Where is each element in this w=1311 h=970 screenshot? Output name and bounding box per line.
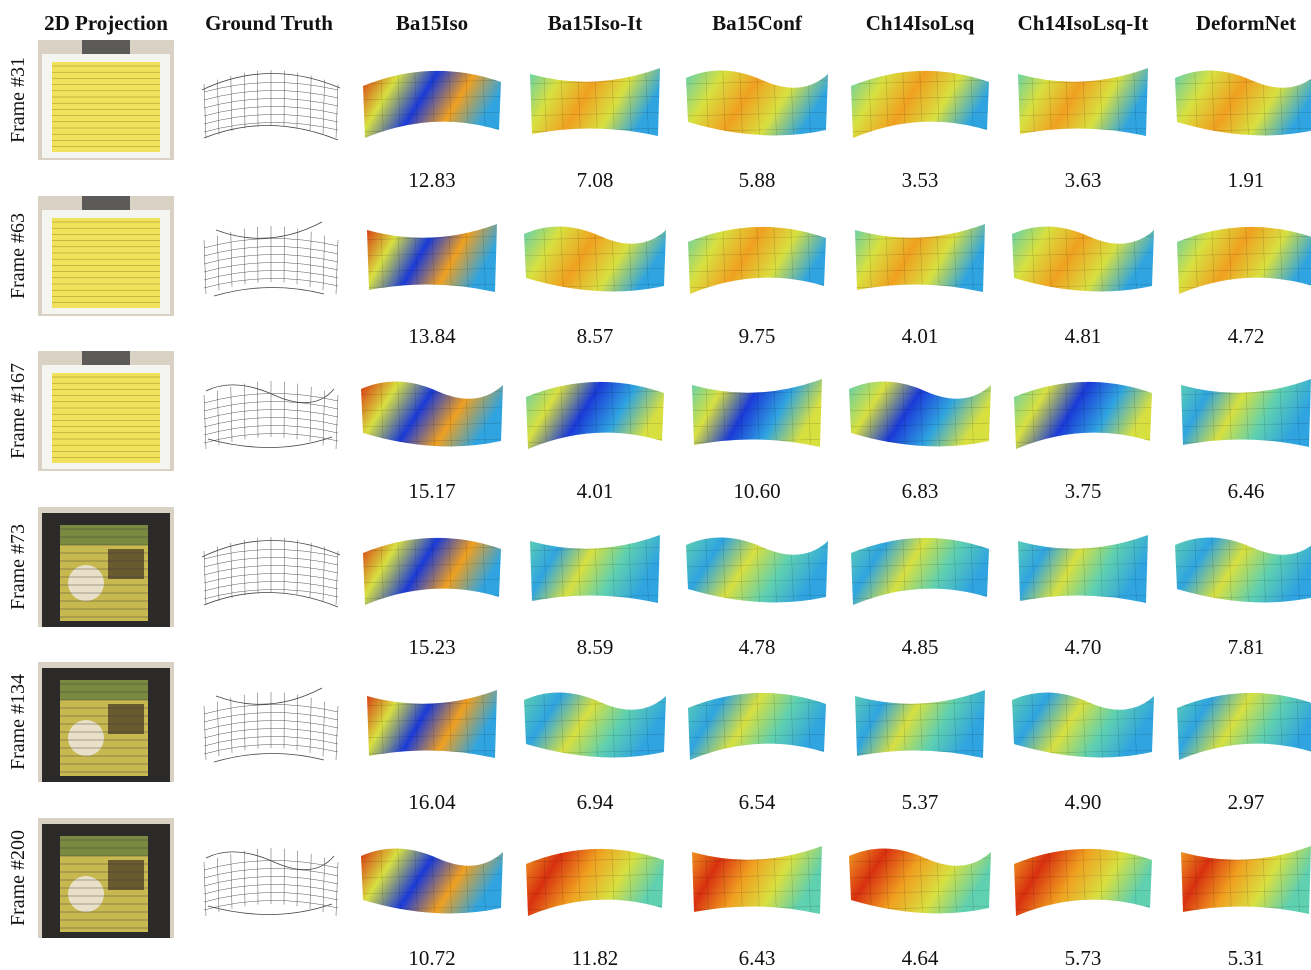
reconstruction-mesh bbox=[845, 830, 995, 926]
error-score: 7.08 bbox=[535, 168, 655, 192]
reconstruction-mesh bbox=[682, 674, 832, 770]
error-score: 3.63 bbox=[1023, 168, 1143, 192]
error-score: 13.84 bbox=[372, 324, 492, 348]
reconstruction-mesh bbox=[520, 52, 670, 148]
reconstruction-mesh bbox=[1171, 519, 1311, 615]
error-score: 12.83 bbox=[372, 168, 492, 192]
reconstruction-mesh bbox=[682, 52, 832, 148]
header-projection: 2D Projection bbox=[26, 8, 186, 38]
error-score: 6.83 bbox=[860, 479, 980, 503]
error-score: 3.53 bbox=[860, 168, 980, 192]
ground-truth-mesh bbox=[194, 832, 344, 928]
reconstruction-mesh bbox=[1008, 674, 1158, 770]
header-method: Ch14IsoLsq bbox=[840, 8, 1000, 38]
reconstruction-mesh bbox=[357, 519, 507, 615]
reconstruction-mesh bbox=[845, 674, 995, 770]
reconstruction-mesh bbox=[520, 519, 670, 615]
reconstruction-mesh bbox=[357, 363, 507, 459]
error-score: 6.54 bbox=[697, 790, 817, 814]
ground-truth-mesh bbox=[194, 54, 344, 150]
reconstruction-mesh bbox=[1171, 674, 1311, 770]
reconstruction-mesh bbox=[520, 830, 670, 926]
error-score: 4.72 bbox=[1186, 324, 1306, 348]
error-score: 15.23 bbox=[372, 635, 492, 659]
error-score: 16.04 bbox=[372, 790, 492, 814]
frame-label: Frame #31 bbox=[6, 40, 30, 160]
error-score: 9.75 bbox=[697, 324, 817, 348]
reconstruction-mesh bbox=[682, 208, 832, 304]
reconstruction-mesh bbox=[1171, 830, 1311, 926]
reconstruction-mesh bbox=[1008, 363, 1158, 459]
error-score: 4.85 bbox=[860, 635, 980, 659]
frame-label: Frame #134 bbox=[6, 662, 30, 782]
error-score: 4.01 bbox=[860, 324, 980, 348]
error-score: 5.88 bbox=[697, 168, 817, 192]
error-score: 7.81 bbox=[1186, 635, 1306, 659]
reconstruction-mesh bbox=[520, 363, 670, 459]
frame-label: Frame #167 bbox=[6, 351, 30, 471]
error-score: 10.72 bbox=[372, 946, 492, 970]
projection-photo bbox=[38, 40, 174, 160]
reconstruction-mesh bbox=[1008, 519, 1158, 615]
header-method: Ba15Conf bbox=[677, 8, 837, 38]
reconstruction-mesh bbox=[357, 208, 507, 304]
error-score: 4.70 bbox=[1023, 635, 1143, 659]
error-score: 6.94 bbox=[535, 790, 655, 814]
reconstruction-mesh bbox=[845, 52, 995, 148]
reconstruction-mesh bbox=[845, 208, 995, 304]
header-ground-truth: Ground Truth bbox=[189, 8, 349, 38]
error-score: 4.78 bbox=[697, 635, 817, 659]
reconstruction-mesh bbox=[357, 830, 507, 926]
frame-label: Frame #63 bbox=[6, 196, 30, 316]
reconstruction-mesh bbox=[357, 674, 507, 770]
error-score: 15.17 bbox=[372, 479, 492, 503]
reconstruction-mesh bbox=[520, 674, 670, 770]
header-method: DeformNet bbox=[1166, 8, 1311, 38]
error-score: 4.90 bbox=[1023, 790, 1143, 814]
reconstruction-mesh bbox=[1171, 363, 1311, 459]
error-score: 1.91 bbox=[1186, 168, 1306, 192]
reconstruction-mesh bbox=[1008, 52, 1158, 148]
reconstruction-mesh bbox=[1008, 830, 1158, 926]
error-score: 8.59 bbox=[535, 635, 655, 659]
reconstruction-mesh bbox=[520, 208, 670, 304]
error-score: 4.64 bbox=[860, 946, 980, 970]
ground-truth-mesh bbox=[194, 521, 344, 617]
error-score: 10.60 bbox=[697, 479, 817, 503]
error-score: 5.73 bbox=[1023, 946, 1143, 970]
reconstruction-mesh bbox=[682, 363, 832, 459]
reconstruction-mesh bbox=[1008, 208, 1158, 304]
error-score: 6.46 bbox=[1186, 479, 1306, 503]
projection-photo bbox=[38, 818, 174, 938]
reconstruction-mesh bbox=[357, 52, 507, 148]
reconstruction-mesh bbox=[682, 519, 832, 615]
error-score: 3.75 bbox=[1023, 479, 1143, 503]
frame-label: Frame #73 bbox=[6, 507, 30, 627]
error-score: 4.81 bbox=[1023, 324, 1143, 348]
ground-truth-mesh bbox=[194, 365, 344, 461]
error-score: 11.82 bbox=[535, 946, 655, 970]
reconstruction-mesh bbox=[1171, 52, 1311, 148]
header-method: Ba15Iso-It bbox=[515, 8, 675, 38]
error-score: 5.31 bbox=[1186, 946, 1306, 970]
error-score: 4.01 bbox=[535, 479, 655, 503]
projection-photo bbox=[38, 662, 174, 782]
reconstruction-mesh bbox=[1171, 208, 1311, 304]
error-score: 2.97 bbox=[1186, 790, 1306, 814]
ground-truth-mesh bbox=[194, 210, 344, 306]
header-method: Ch14IsoLsq-It bbox=[1003, 8, 1163, 38]
error-score: 6.43 bbox=[697, 946, 817, 970]
reconstruction-mesh bbox=[845, 363, 995, 459]
reconstruction-mesh bbox=[845, 519, 995, 615]
reconstruction-mesh bbox=[682, 830, 832, 926]
projection-photo bbox=[38, 196, 174, 316]
error-score: 8.57 bbox=[535, 324, 655, 348]
projection-photo bbox=[38, 351, 174, 471]
ground-truth-mesh bbox=[194, 676, 344, 772]
frame-label: Frame #200 bbox=[6, 818, 30, 938]
projection-photo bbox=[38, 507, 174, 627]
error-score: 5.37 bbox=[860, 790, 980, 814]
header-method: Ba15Iso bbox=[352, 8, 512, 38]
